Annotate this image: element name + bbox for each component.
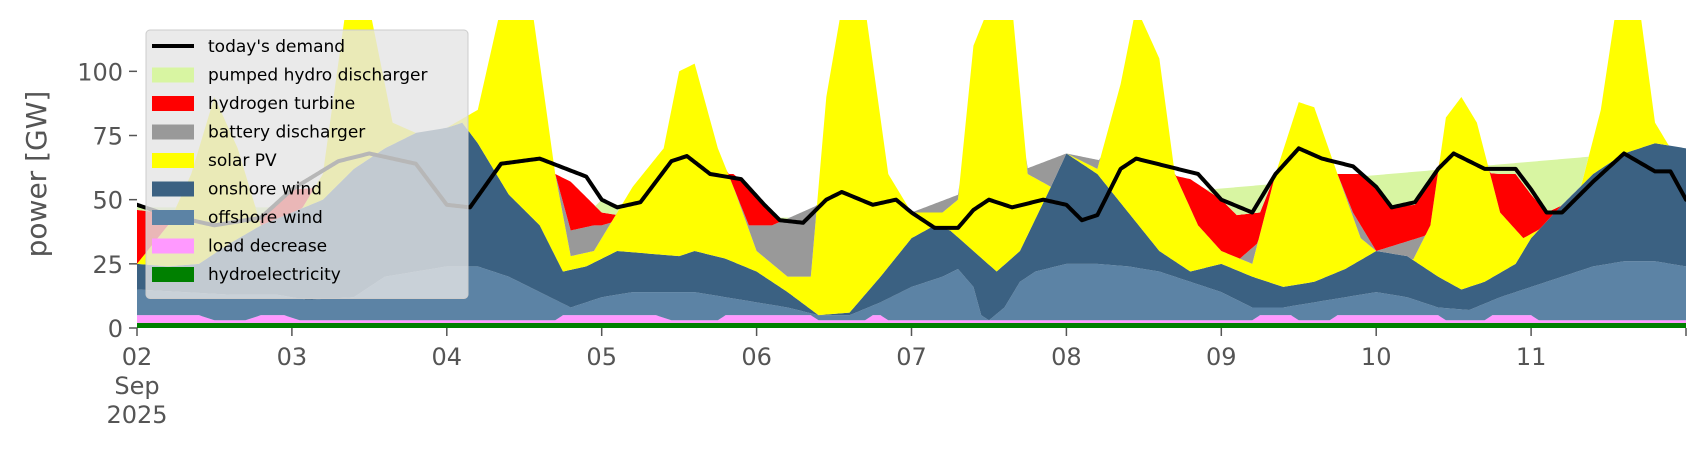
y-tick-label: 75 <box>92 123 123 151</box>
legend-swatch-load-decrease <box>152 238 194 254</box>
area-load-decrease <box>137 315 1686 323</box>
x-tick-label: 07 <box>896 343 927 371</box>
legend-swatch-offshore-wind <box>152 210 194 225</box>
legend-swatch-hydroelectricity <box>152 267 194 282</box>
legend-label-pumped-hydro-discharger: pumped hydro discharger <box>208 66 427 86</box>
x-tick-label: 03 <box>277 343 308 371</box>
y-tick-label: 25 <box>92 251 123 279</box>
legend: today's demand pumped hydro discharger hyd… <box>145 29 469 299</box>
legend-label-today-s-demand: today's demand <box>208 37 345 57</box>
y-tick-label: 100 <box>77 58 123 86</box>
legend-label-solar-pv: solar PV <box>208 151 277 171</box>
area-offshore-wind <box>137 261 1686 321</box>
x-tick-month-label: Sep <box>114 372 159 400</box>
x-tick-year-label: 2025 <box>106 401 167 429</box>
legend-swatch-pumped-hydro-discharger <box>152 67 194 83</box>
legend-label-hydroelectricity: hydroelectricity <box>208 265 341 285</box>
area-hydroelectricity <box>137 322 1686 328</box>
legend-swatch-onshore-wind <box>152 181 194 197</box>
x-tick-label: 04 <box>432 343 463 371</box>
legend-swatch-solar-pv <box>152 153 194 168</box>
legend-label-battery-discharger: battery discharger <box>208 123 365 143</box>
y-tick-label: 0 <box>108 315 123 343</box>
x-tick-label: 05 <box>586 343 617 371</box>
x-tick-label: 02 <box>122 343 153 371</box>
legend-box <box>145 29 469 299</box>
x-tick-label: 10 <box>1361 343 1392 371</box>
legend-label-hydrogen-turbine: hydrogen turbine <box>208 94 355 114</box>
x-tick-label: 08 <box>1051 343 1082 371</box>
stacked-areas <box>137 20 1686 328</box>
legend-label-onshore-wind: onshore wind <box>208 180 322 200</box>
x-tick-label: 09 <box>1206 343 1237 371</box>
y-axis-label: power [GW] <box>20 91 53 258</box>
legend-label-load-decrease: load decrease <box>208 237 327 257</box>
area-solar-pv <box>137 20 1686 316</box>
x-tick-label: 11 <box>1516 343 1547 371</box>
y-tick-label: 50 <box>92 187 123 215</box>
legend-swatch-battery-discharger <box>152 124 194 140</box>
area-onshore-wind <box>137 122 1686 321</box>
x-tick-label: 06 <box>741 343 772 371</box>
legend-label-offshore-wind: offshore wind <box>208 208 323 228</box>
legend-swatch-hydrogen-turbine <box>152 96 194 111</box>
